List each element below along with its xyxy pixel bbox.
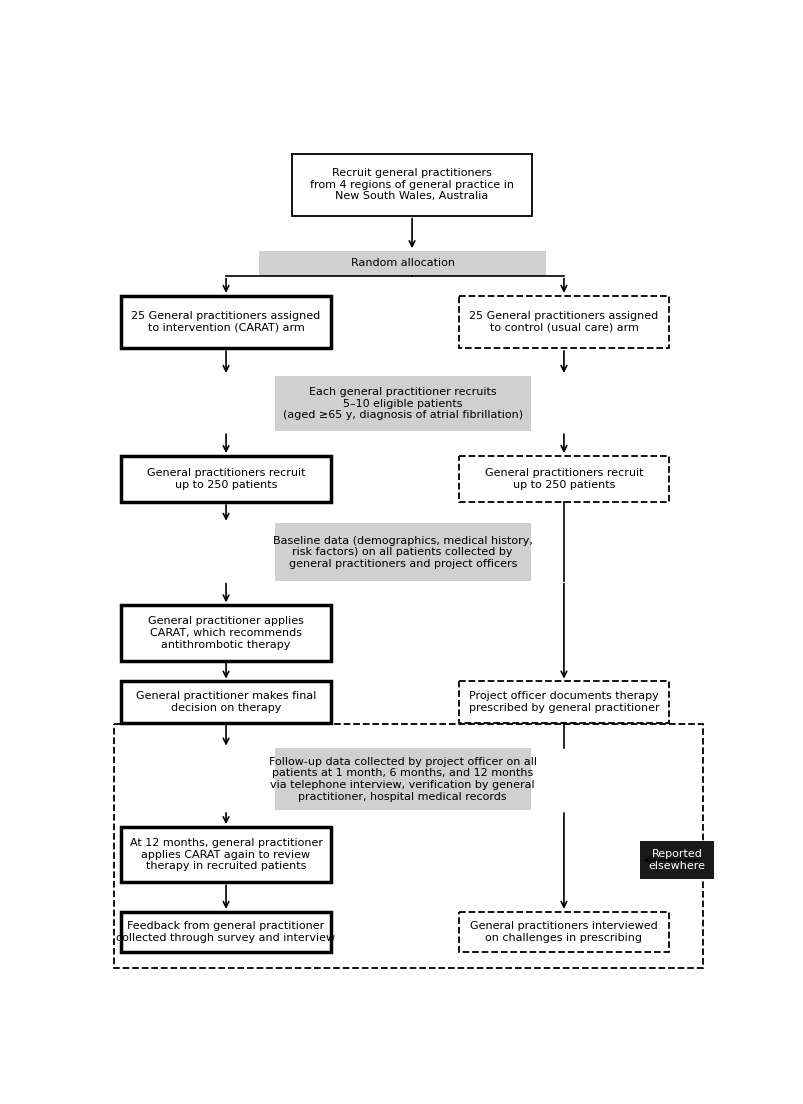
- Bar: [121, 605, 330, 660]
- Text: Follow-up data collected by project officer on all
patients at 1 month, 6 months: Follow-up data collected by project offi…: [268, 757, 536, 802]
- Text: 25 General practitioners assigned
to control (usual care) arm: 25 General practitioners assigned to con…: [469, 311, 658, 332]
- Bar: [121, 296, 330, 348]
- Text: General practitioners recruit
up to 250 patients: General practitioners recruit up to 250 …: [484, 468, 642, 490]
- Bar: [121, 912, 330, 952]
- Text: 25 General practitioners assigned
to intervention (CARAT) arm: 25 General practitioners assigned to int…: [131, 311, 320, 332]
- Bar: [459, 681, 668, 723]
- Bar: [275, 523, 530, 581]
- Text: General practitioners recruit
up to 250 patients: General practitioners recruit up to 250 …: [147, 468, 305, 490]
- Text: Recruit general practitioners
from 4 regions of general practice in
New South Wa: Recruit general practitioners from 4 reg…: [310, 168, 513, 201]
- Bar: [121, 456, 330, 502]
- Text: Reported
elsewhere: Reported elsewhere: [648, 849, 705, 871]
- Bar: [259, 251, 545, 276]
- Bar: [459, 912, 668, 952]
- Text: At 12 months, general practitioner
applies CARAT again to review
therapy in recr: At 12 months, general practitioner appli…: [129, 838, 322, 871]
- Bar: [121, 827, 330, 882]
- Text: General practitioner makes final
decision on therapy: General practitioner makes final decisio…: [136, 691, 316, 713]
- Text: Random allocation: Random allocation: [350, 258, 454, 268]
- Text: Feedback from general practitioner
collected through survey and interview: Feedback from general practitioner colle…: [116, 921, 335, 943]
- Bar: [114, 724, 703, 968]
- Text: Each general practitioner recruits
5–10 eligible patients
(aged ≥65 y, diagnosis: Each general practitioner recruits 5–10 …: [283, 386, 522, 421]
- Text: Project officer documents therapy
prescribed by general practitioner: Project officer documents therapy prescr…: [468, 691, 658, 713]
- Bar: [459, 456, 668, 502]
- Bar: [275, 375, 530, 432]
- Text: General practitioners interviewed
on challenges in prescribing: General practitioners interviewed on cha…: [470, 921, 657, 943]
- Bar: [459, 296, 668, 348]
- Text: Baseline data (demographics, medical history,
risk factors) on all patients coll: Baseline data (demographics, medical his…: [272, 535, 532, 569]
- Bar: [639, 841, 713, 880]
- Bar: [275, 749, 530, 810]
- Text: General practitioner applies
CARAT, which recommends
antithrombotic therapy: General practitioner applies CARAT, whic…: [148, 616, 304, 649]
- Bar: [121, 681, 330, 723]
- Bar: [291, 155, 532, 215]
